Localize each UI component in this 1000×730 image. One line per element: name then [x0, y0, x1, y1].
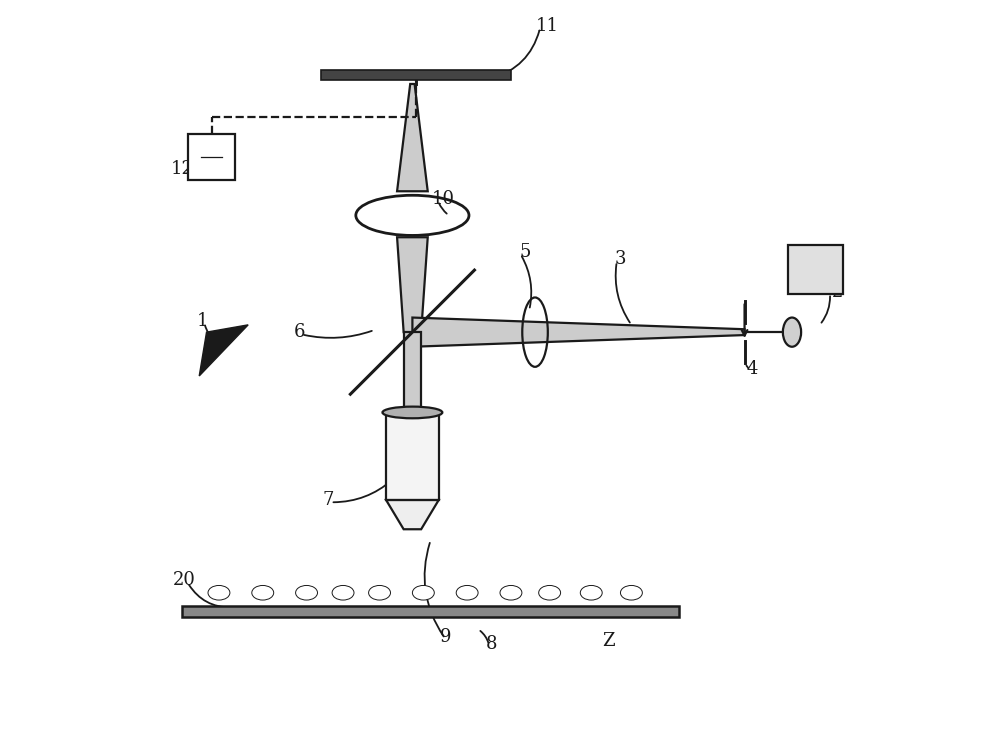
Bar [321, 70, 511, 80]
Text: 5: 5 [520, 243, 531, 261]
Text: 7: 7 [323, 491, 334, 509]
Bar [188, 134, 235, 180]
Text: 11: 11 [536, 17, 559, 34]
Polygon shape [386, 500, 439, 529]
Ellipse shape [456, 585, 478, 600]
Bar [182, 606, 679, 617]
Ellipse shape [332, 585, 354, 600]
Polygon shape [397, 84, 428, 191]
Ellipse shape [620, 585, 642, 600]
Polygon shape [199, 325, 248, 376]
Text: 3: 3 [615, 250, 626, 268]
Text: 20: 20 [173, 572, 196, 589]
Polygon shape [397, 237, 428, 332]
Text: 12: 12 [171, 161, 194, 178]
Text: 2: 2 [832, 283, 843, 301]
Text: Z: Z [602, 632, 614, 650]
Bar [788, 245, 843, 294]
Ellipse shape [783, 318, 801, 347]
Ellipse shape [208, 585, 230, 600]
Bar [386, 412, 439, 500]
Ellipse shape [296, 585, 317, 600]
Text: 4: 4 [746, 360, 758, 377]
Text: 10: 10 [432, 190, 455, 207]
Text: 8: 8 [485, 635, 497, 653]
Polygon shape [412, 318, 745, 347]
Text: 9: 9 [440, 629, 451, 646]
Ellipse shape [252, 585, 274, 600]
Polygon shape [404, 332, 421, 412]
Ellipse shape [382, 407, 442, 418]
Ellipse shape [500, 585, 522, 600]
Text: 6: 6 [294, 323, 305, 341]
Ellipse shape [580, 585, 602, 600]
Ellipse shape [539, 585, 561, 600]
Ellipse shape [412, 585, 434, 600]
Ellipse shape [369, 585, 390, 600]
Text: 1: 1 [196, 312, 208, 330]
